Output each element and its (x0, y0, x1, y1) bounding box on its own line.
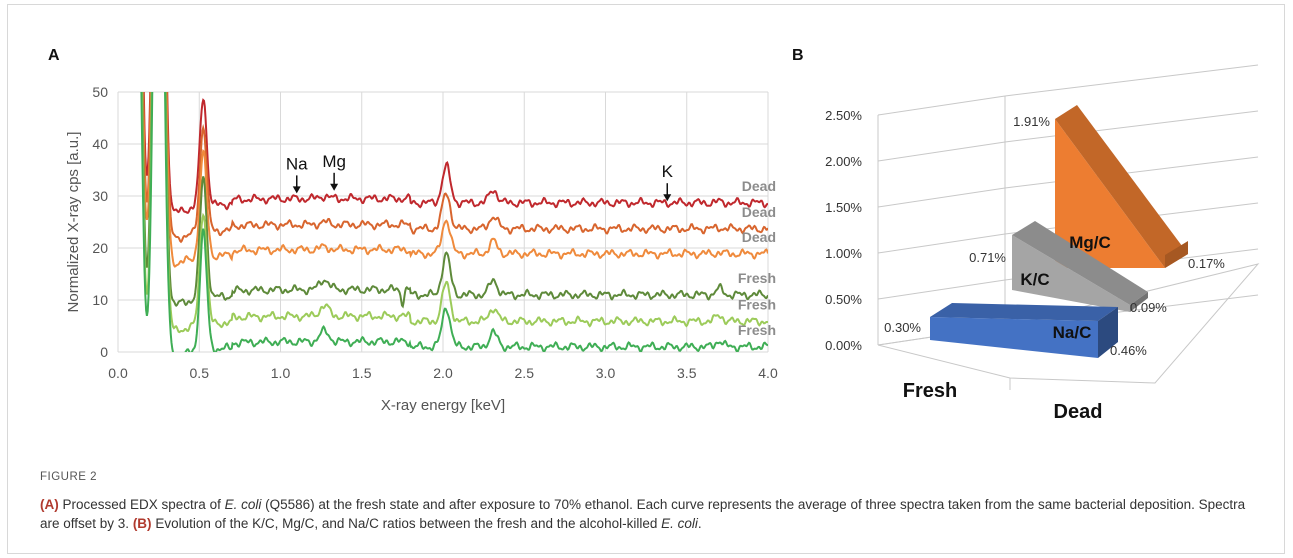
spectrum-line-dead (142, 92, 768, 214)
caption-part: (B) (132, 516, 152, 531)
annotation-label: K (662, 162, 674, 181)
side-gridline (877, 141, 1006, 162)
caption-part: E. coli (661, 516, 698, 531)
x-tick-label: 4.0 (758, 365, 778, 381)
caption-text: (A) Processed EDX spectra of E. coli (Q5… (40, 495, 1260, 533)
caption-part: Evolution of the K/C, Mg/C, and Na/C rat… (151, 516, 662, 531)
back-gridline (1004, 64, 1259, 97)
caption-part: Processed EDX spectra of (58, 497, 225, 512)
y-tick-label-b: 2.00% (825, 154, 862, 169)
annotation-label: Na (286, 154, 308, 173)
value-label-k-dead: 0.09% (1130, 300, 1167, 315)
x-tick-label: 3.5 (677, 365, 697, 381)
y-tick-label: 10 (92, 292, 108, 308)
bar-k-c-front (1012, 235, 1130, 312)
back-gridline (1004, 156, 1259, 189)
series-label-fresh: Fresh (738, 270, 776, 286)
y-tick-label-b: 0.50% (825, 292, 862, 307)
value-label-mg-dead: 0.17% (1188, 256, 1225, 271)
y-tick-label-b: 2.50% (825, 108, 862, 123)
y-tick-label-b: 1.50% (825, 200, 862, 215)
category-label-fresh: Fresh (903, 380, 957, 402)
series-label-mg-c: Mg/C (1069, 233, 1111, 252)
caption-part: (Q5586) at the fresh state and after exp… (40, 497, 1246, 531)
series-label-k-c: K/C (1020, 270, 1049, 289)
annotation-arrow-head (292, 186, 301, 194)
bar-na-c-top (930, 303, 1118, 321)
panel-b-label: B (792, 47, 804, 64)
annotation-label: Mg (322, 152, 346, 171)
y-tick-label-b: 0.00% (825, 338, 862, 353)
bar-k-c-end (1130, 292, 1148, 312)
x-tick-label: 0.0 (108, 365, 128, 381)
value-label-na-dead: 0.46% (1110, 343, 1147, 358)
x-axis-label: X-ray energy [keV] (381, 397, 505, 414)
spectrum-line-dead (142, 92, 768, 244)
value-label-na-fresh: 0.30% (884, 320, 921, 335)
value-label-k-fresh: 0.71% (969, 250, 1006, 265)
x-tick-label: 3.0 (596, 365, 616, 381)
side-gridline (877, 187, 1006, 208)
series-label-dead: Dead (742, 229, 776, 245)
y-axis-label: Normalized X-ray cps [a.u.] (65, 132, 82, 313)
caption-label: FIGURE 2 (40, 471, 98, 483)
figure-caption: FIGURE 2 (A) Processed EDX spectra of E.… (40, 468, 1260, 533)
y-tick-label-b: 1.00% (825, 246, 862, 261)
bar-mg-c-top (1055, 105, 1188, 268)
spectrum-line-fresh (140, 92, 768, 352)
y-tick-label: 30 (92, 188, 108, 204)
value-label-mg-fresh: 1.91% (1013, 114, 1050, 129)
annotation-arrow-head (330, 183, 339, 191)
bar-k-c-top (1012, 221, 1148, 305)
spectrum-line-dead (141, 92, 768, 268)
caption-part: . (697, 516, 702, 531)
bar-na-c-front (930, 317, 1098, 358)
figure-frame (7, 4, 1285, 554)
x-tick-label: 1.5 (352, 365, 372, 381)
spectrum-line-fresh (141, 92, 768, 309)
back-gridline (1004, 110, 1259, 143)
y-tick-label: 20 (92, 240, 108, 256)
y-tick-label: 0 (100, 344, 108, 360)
side-gridline (877, 279, 1006, 300)
caption-part: E. coli (224, 497, 262, 512)
bar-mg-c-end (1165, 241, 1188, 268)
spectra-group (140, 92, 768, 352)
category-label-dead: Dead (1054, 401, 1103, 423)
panel-a-label: A (48, 47, 60, 64)
side-gridline (877, 95, 1006, 116)
series-label-dead: Dead (742, 204, 776, 220)
caption-part: (A) (40, 497, 59, 512)
y-tick-label: 50 (92, 84, 108, 100)
series-label-na-c: Na/C (1053, 323, 1092, 342)
side-gridline (877, 233, 1006, 254)
bar-na-c-end (1098, 307, 1118, 358)
series-label-fresh: Fresh (738, 322, 776, 338)
series-label-fresh: Fresh (738, 296, 776, 312)
x-tick-label: 0.5 (190, 365, 210, 381)
x-tick-label: 1.0 (271, 365, 291, 381)
x-tick-label: 2.0 (433, 365, 453, 381)
x-tick-label: 2.5 (515, 365, 535, 381)
series-label-dead: Dead (742, 178, 776, 194)
y-tick-label: 40 (92, 136, 108, 152)
annotation-arrow-head (663, 194, 672, 202)
figure-panels: A B 0.0 0.5 1.0 1.5 2.0 2.5 3.0 3.5 4.0 0 10 20 30 40 50… (48, 47, 1260, 423)
spectrum-line-fresh (140, 92, 768, 334)
